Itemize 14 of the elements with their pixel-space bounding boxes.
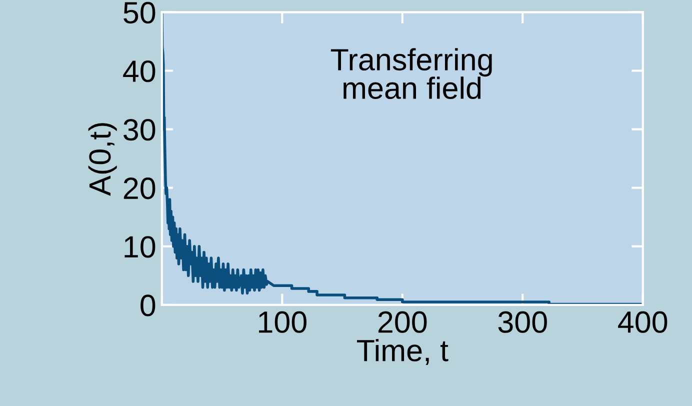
x-tick-label: 200 (378, 311, 427, 333)
y-tick-label: 50 (124, 2, 156, 24)
y-axis-title: A(0,t) (88, 123, 117, 196)
line-series (162, 12, 642, 305)
x-tick-label: 100 (259, 311, 306, 333)
y-tick-label: 10 (124, 236, 156, 258)
x-tick-label: 400 (618, 311, 668, 333)
y-tick-label: 0 (140, 294, 156, 316)
x-tick-label: 300 (498, 311, 547, 333)
x-axis-title: Time, t (356, 338, 448, 365)
annotation: Transferring mean field (330, 48, 492, 100)
y-tick-label: 30 (124, 119, 156, 141)
y-tick-label: 40 (123, 60, 156, 82)
y-tick-label: 20 (124, 178, 156, 200)
